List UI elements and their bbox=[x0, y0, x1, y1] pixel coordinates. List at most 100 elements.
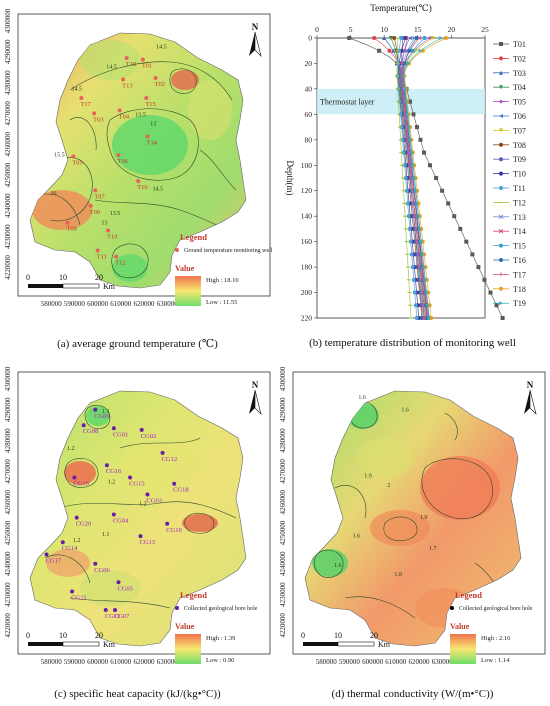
y-tick-label: 100 bbox=[301, 161, 313, 170]
sample-point bbox=[103, 608, 108, 612]
sample-point bbox=[79, 96, 84, 100]
y-tick-label: 80 bbox=[305, 135, 313, 144]
value-colorbar bbox=[450, 634, 476, 664]
data-point bbox=[414, 36, 419, 40]
y-tick-label: 180 bbox=[301, 263, 313, 272]
data-point bbox=[404, 188, 409, 193]
data-point bbox=[401, 74, 406, 79]
sample-point-label: T10 bbox=[107, 233, 117, 240]
x-tick-label: 630000 bbox=[157, 300, 179, 308]
contour-label: 1.1 bbox=[102, 532, 110, 538]
chart-title: Temperature(℃) bbox=[370, 3, 431, 13]
data-point bbox=[494, 303, 499, 308]
legend-label: T12 bbox=[513, 198, 526, 207]
panel-temperature-distribution: Thermostat layer Temperature(℃) 0 5 10 15 20 25… bbox=[275, 0, 550, 353]
data-point bbox=[421, 303, 426, 308]
data-point bbox=[499, 42, 503, 46]
data-point bbox=[446, 201, 451, 206]
sample-point bbox=[136, 179, 141, 184]
data-point bbox=[408, 239, 413, 244]
sample-point bbox=[113, 608, 117, 612]
contour-label: 1.2 bbox=[108, 480, 116, 486]
north-arrow-right bbox=[254, 31, 262, 57]
sample-point-label: T17 bbox=[80, 101, 91, 108]
sample-point bbox=[124, 55, 129, 60]
sample-point-label: T01 bbox=[142, 63, 152, 70]
y-tick-label: 4220000 bbox=[4, 613, 12, 638]
contour-label: 13 bbox=[150, 122, 156, 128]
scale-label: 0 bbox=[26, 273, 30, 282]
y-tick-label: 140 bbox=[301, 212, 313, 221]
sample-point bbox=[139, 427, 144, 432]
value-colorbar bbox=[175, 276, 201, 306]
sample-points: CG09 CG08 CG01 CG02 CG12 CG16 CG19 CG15 CG18 CG03… bbox=[44, 407, 189, 620]
y-tick-label: 4280000 bbox=[279, 428, 287, 453]
north-arrow: N bbox=[249, 380, 262, 415]
y-tick-label: 4290000 bbox=[4, 397, 12, 422]
data-point bbox=[407, 36, 412, 40]
data-point bbox=[410, 48, 415, 53]
y-tick-label: 20 bbox=[305, 59, 313, 68]
contour-label: 1.1 bbox=[102, 409, 110, 415]
x-tick-label: 610000 bbox=[385, 658, 407, 666]
value-title: Value bbox=[175, 264, 195, 273]
value-zone bbox=[120, 443, 200, 493]
data-point bbox=[421, 265, 426, 270]
value-low-label: Low : 0.90 bbox=[206, 657, 234, 664]
sample-point bbox=[138, 534, 143, 539]
data-point bbox=[420, 290, 425, 295]
sample-point-label: CG17 bbox=[46, 558, 62, 565]
contour-label: 1.9 bbox=[364, 474, 372, 480]
data-point bbox=[411, 163, 416, 168]
data-point bbox=[413, 303, 418, 308]
contour-label: 1.7 bbox=[429, 546, 437, 552]
scale-bar-white bbox=[337, 641, 375, 647]
sample-point-label: T06 bbox=[117, 158, 128, 165]
y-tick-label: 0 bbox=[308, 34, 312, 43]
contour-line bbox=[169, 68, 197, 94]
value-zone bbox=[80, 40, 140, 80]
map-legend: Legend Collected geological bore hole Valu… bbox=[175, 590, 258, 664]
north-arrow-right bbox=[529, 389, 537, 415]
x-tick-label: 600000 bbox=[362, 658, 384, 666]
data-point bbox=[403, 36, 408, 40]
series-t19 bbox=[401, 36, 444, 320]
scale-bar-black bbox=[28, 284, 63, 288]
y-tick-label: 200 bbox=[301, 288, 313, 297]
data-point bbox=[419, 277, 424, 282]
contour-label: 1.9 bbox=[420, 515, 428, 521]
data-point bbox=[403, 176, 408, 180]
value-zone bbox=[182, 514, 218, 532]
data-point bbox=[423, 277, 428, 282]
panel-average-ground-temperature: 5800005900006000006100006200006300006400… bbox=[0, 0, 275, 353]
y-tick-label: 4240000 bbox=[279, 551, 287, 576]
x-tick-label: 10 bbox=[380, 25, 388, 34]
data-point bbox=[405, 201, 410, 206]
legend-item-label: Ground temperature monitoring well bbox=[184, 248, 273, 254]
legend-point-symbol bbox=[175, 248, 179, 252]
data-point bbox=[499, 128, 503, 133]
data-point bbox=[399, 36, 403, 40]
scale-bar-white bbox=[62, 641, 100, 647]
sample-point bbox=[93, 188, 98, 193]
contour-label: 1.6 bbox=[358, 395, 366, 401]
legend-label: T14 bbox=[513, 227, 526, 236]
data-point bbox=[458, 226, 463, 231]
sample-point-label: CG02 bbox=[141, 433, 157, 440]
data-point bbox=[499, 114, 503, 118]
y-tick-label: 4240000 bbox=[4, 193, 12, 218]
data-point bbox=[499, 301, 503, 306]
sample-point bbox=[117, 108, 122, 113]
sample-point bbox=[165, 521, 170, 526]
contour-label: 13 bbox=[102, 220, 108, 226]
contour-line bbox=[119, 437, 201, 449]
data-point bbox=[430, 36, 435, 40]
sample-point-label: CG06 bbox=[94, 567, 110, 574]
data-point bbox=[439, 36, 444, 40]
sample-point bbox=[74, 515, 79, 520]
y-tick-label: 4230000 bbox=[4, 224, 12, 249]
value-zone bbox=[32, 190, 92, 230]
sample-point-label: CG10 bbox=[166, 527, 182, 534]
chart-legend: T01 T02 T03 T04 T05 T06 T07 T08 T09 T10 T11 T12 T13 T… bbox=[493, 40, 526, 308]
